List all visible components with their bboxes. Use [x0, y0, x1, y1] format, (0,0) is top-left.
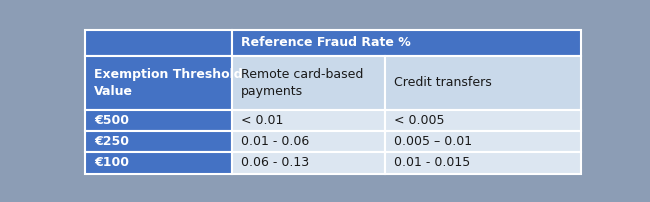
- Text: €500: €500: [94, 114, 129, 127]
- Text: 0.06 - 0.13: 0.06 - 0.13: [240, 156, 309, 169]
- Bar: [231, 56, 385, 110]
- Text: < 0.01: < 0.01: [240, 114, 283, 127]
- Text: €250: €250: [94, 135, 129, 148]
- Bar: [231, 152, 385, 174]
- Text: 0.01 - 0.06: 0.01 - 0.06: [240, 135, 309, 148]
- Bar: [85, 31, 231, 56]
- Text: 0.01 - 0.015: 0.01 - 0.015: [395, 156, 471, 169]
- Bar: [231, 31, 581, 56]
- Text: Credit transfers: Credit transfers: [395, 76, 492, 89]
- Bar: [231, 131, 385, 152]
- Bar: [385, 56, 581, 110]
- Bar: [85, 56, 231, 110]
- Bar: [385, 110, 581, 131]
- Text: Reference Fraud Rate %: Reference Fraud Rate %: [240, 37, 410, 49]
- Text: €100: €100: [94, 156, 129, 169]
- Bar: [85, 131, 231, 152]
- Text: 0.005 – 0.01: 0.005 – 0.01: [395, 135, 473, 148]
- Bar: [385, 131, 581, 152]
- Text: Exemption Threshold
Value: Exemption Threshold Value: [94, 68, 243, 98]
- Bar: [85, 110, 231, 131]
- Bar: [385, 152, 581, 174]
- Bar: [85, 152, 231, 174]
- Bar: [231, 110, 385, 131]
- Text: Remote card-based
payments: Remote card-based payments: [240, 68, 363, 98]
- Text: < 0.005: < 0.005: [395, 114, 445, 127]
